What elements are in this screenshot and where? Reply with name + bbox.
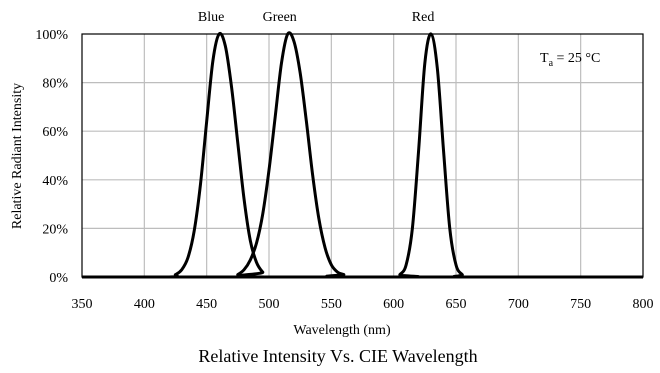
series-label-red: Red — [412, 10, 435, 25]
x-tick-label: 600 — [383, 297, 404, 312]
series-labels: Blue Green Red — [198, 10, 434, 25]
x-tick-label: 700 — [508, 297, 529, 312]
y-tick-label: 80% — [42, 77, 68, 92]
x-tick-label: 750 — [570, 297, 591, 312]
plot-frame — [81, 33, 644, 278]
x-tick-label: 450 — [196, 297, 217, 312]
y-axis-ticks: 0% 20% 40% 60% 80% 100% — [35, 28, 68, 286]
x-tick-label: 400 — [134, 297, 155, 312]
series-layer — [82, 31, 643, 279]
y-tick-label: 20% — [42, 222, 68, 237]
x-axis-ticks: 350 400 450 500 550 600 650 700 750 800 — [72, 297, 654, 312]
series-line-red — [82, 32, 643, 279]
series-label-green: Green — [263, 10, 297, 25]
x-tick-label: 350 — [72, 297, 93, 312]
y-axis-label: Relative Radiant Intensity — [10, 83, 25, 229]
temperature-annotation: Ta = 25 °C — [540, 51, 600, 69]
chart-caption: Relative Intensity Vs. CIE Wavelength — [198, 346, 477, 366]
annotation-subscript: a — [549, 58, 554, 69]
x-axis-label: Wavelength (nm) — [293, 323, 391, 338]
x-tick-label: 650 — [446, 297, 467, 312]
y-tick-label: 0% — [49, 271, 68, 286]
x-tick-label: 500 — [259, 297, 280, 312]
annotation-value: = 25 °C — [553, 51, 600, 66]
y-tick-label: 40% — [42, 174, 68, 189]
series-line-blue — [82, 31, 643, 279]
annotation-base: T — [540, 51, 549, 66]
y-tick-label: 100% — [35, 28, 68, 43]
y-tick-label: 60% — [42, 125, 68, 140]
x-tick-label: 800 — [633, 297, 654, 312]
series-line-green — [82, 31, 643, 279]
grid — [82, 34, 643, 277]
x-tick-label: 550 — [321, 297, 342, 312]
series-label-blue: Blue — [198, 10, 224, 25]
